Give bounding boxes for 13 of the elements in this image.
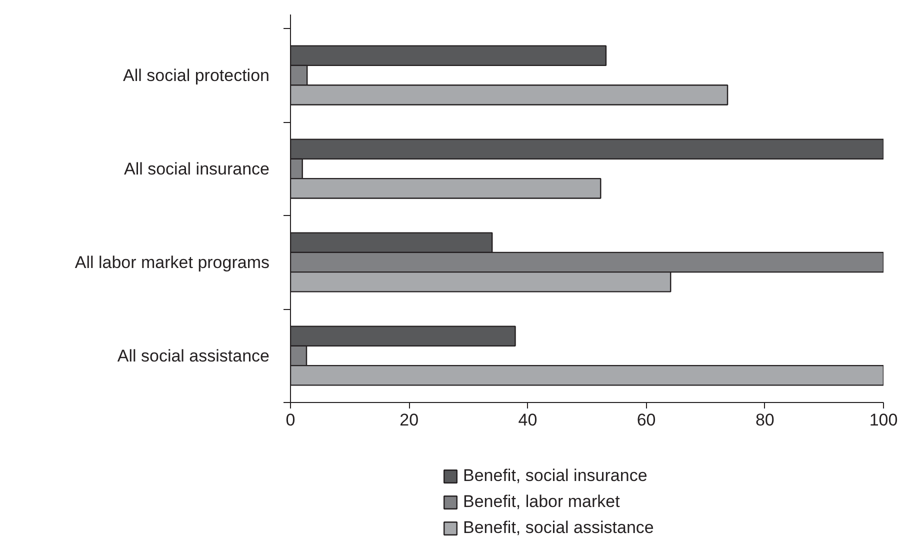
legend-label: Benefit, social insurance [463,466,648,486]
legend-label: Benefit, social assistance [463,518,654,538]
y-tick-label: All social protection [123,66,270,85]
x-tick-label: 0 [286,410,296,430]
x-tick-label: 20 [400,410,419,430]
y-tick-label: All social assistance [117,346,270,366]
x-tick-label: 40 [518,410,538,430]
y-tick-label: All labor market programs [74,252,270,272]
x-tick-label: 60 [636,410,656,430]
legend-label: Benefit, labor market [463,492,620,512]
y-tick-label: All social insurance [124,159,270,178]
x-tick-label: 80 [755,410,774,430]
x-tick-label: 100 [869,410,898,430]
